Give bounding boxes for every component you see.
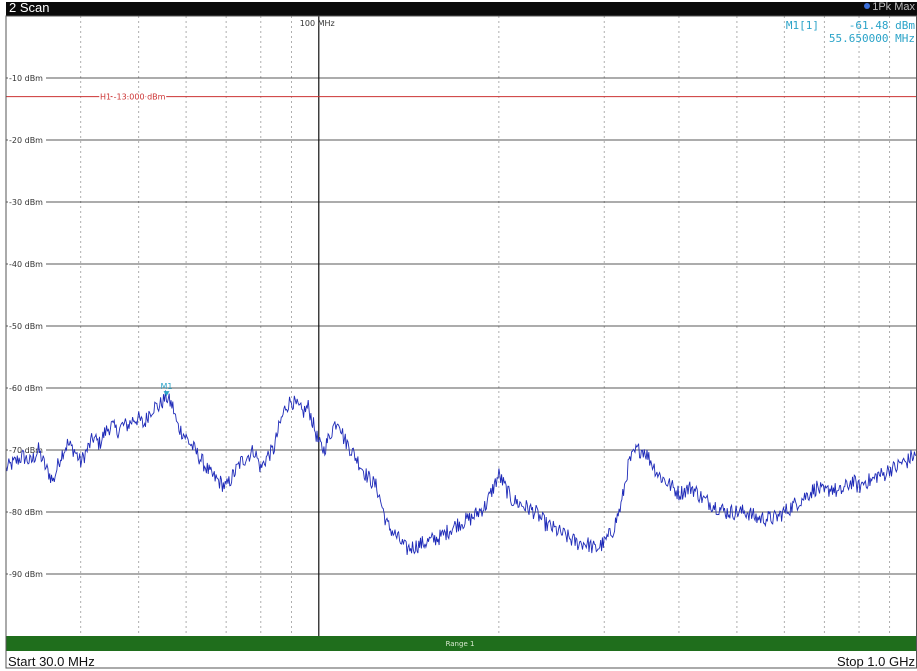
limit-line-label: H1 -13.000 dBm xyxy=(100,93,166,102)
trace-dot-icon xyxy=(864,3,871,9)
y-tick-label: -50 dBm xyxy=(9,322,43,331)
y-tick-label-bg xyxy=(8,321,46,330)
y-tick-label: -70 dBm xyxy=(9,446,43,455)
y-tick-label-bg xyxy=(8,135,46,144)
horizontal-grid xyxy=(6,77,917,575)
spectrum-trace xyxy=(5,390,917,555)
y-tick-label: -40 dBm xyxy=(9,260,43,269)
marker-readout-level-row: M1[1] -61.48 dBm xyxy=(786,19,915,32)
y-tick-label-bg xyxy=(8,507,46,516)
start-frequency: Start 30.0 MHz xyxy=(8,654,95,669)
trace-badge[interactable]: 1Pk Max xyxy=(864,1,915,13)
y-tick-label: -30 dBm xyxy=(9,198,43,207)
y-tick-label: -90 dBm xyxy=(9,570,43,579)
window-title: 2 Scan xyxy=(9,0,50,15)
title-bar: 2 Scan 1Pk Max xyxy=(6,0,917,16)
marker-readout-frequency: 55.650000 MHz xyxy=(828,32,915,45)
marker-readout-level: -61.48 dBm xyxy=(848,19,915,32)
y-tick-label: -20 dBm xyxy=(9,136,43,145)
y-tick-label-bg xyxy=(8,445,46,454)
stop-frequency: Stop 1.0 GHz xyxy=(836,654,915,669)
y-tick-label: -10 dBm xyxy=(9,74,43,83)
marker-label: M1 xyxy=(161,382,173,391)
range-label: Range 1 xyxy=(446,640,475,648)
y-tick-label-bg xyxy=(8,197,46,206)
y-tick-label-bg xyxy=(8,569,46,578)
y-tick-label: -80 dBm xyxy=(9,508,43,517)
trace-label: 1Pk Max xyxy=(872,1,915,13)
y-tick-label-bg xyxy=(8,73,46,82)
marker-m1[interactable]: M1 xyxy=(161,382,173,397)
marker-readout: M1[1] -61.48 dBm 55.650000 MHz xyxy=(786,19,915,45)
range-bar xyxy=(6,636,917,651)
marker-triangle-icon xyxy=(163,391,170,397)
plot-border xyxy=(5,15,917,669)
y-tick-labels: -10 dBm -20 dBm -30 dBm -40 dBm -50 dBm -60 d… xyxy=(8,73,46,579)
y-tick-label: -60 dBm xyxy=(9,384,43,393)
reference-frequency-label: 100 MHz xyxy=(300,19,335,28)
y-tick-label-bg xyxy=(8,383,46,392)
footer-bar: Start 30.0 MHz Stop 1.0 GHz xyxy=(6,652,917,671)
y-tick-label-bg xyxy=(8,259,46,268)
marker-readout-name: M1[1] xyxy=(785,19,819,32)
